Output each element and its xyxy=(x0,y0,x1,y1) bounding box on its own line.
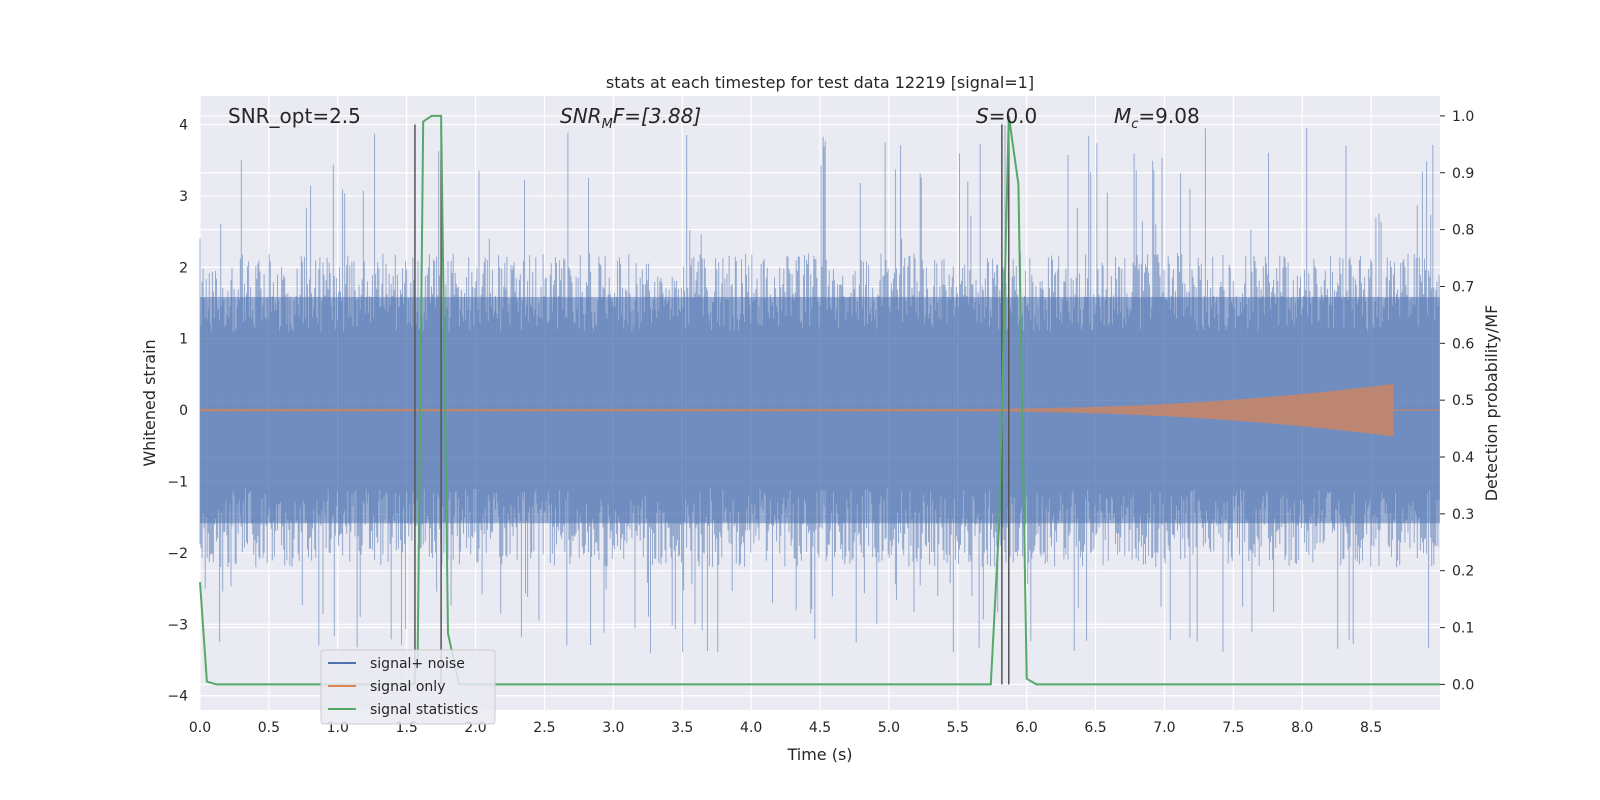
signal-chirp xyxy=(199,383,1394,437)
x-tick-8: 4.0 xyxy=(740,720,762,736)
annotation-s-symbol: S xyxy=(976,104,989,128)
x-tick-9: 4.5 xyxy=(809,720,831,736)
annotation-snr-mf-symbol: SNR xyxy=(560,104,602,128)
annotation-snr-opt: SNR_opt=2.5 xyxy=(228,104,361,128)
y-tick-left-3: −1 xyxy=(167,475,188,491)
y-tick-right-3: 0.3 xyxy=(1452,507,1474,523)
y-tick-right-7: 0.7 xyxy=(1452,279,1474,295)
annotation-mc-symbol: M xyxy=(1114,104,1131,128)
annotation-snr-mf-subscript: M xyxy=(602,117,613,132)
series-signal-only xyxy=(199,383,1440,437)
x-tick-16: 8.0 xyxy=(1291,720,1313,736)
y-tick-right-4: 0.4 xyxy=(1452,450,1474,466)
x-tick-5: 2.5 xyxy=(533,720,555,736)
legend-label-signal-only: signal only xyxy=(370,679,445,695)
legend: signal+ noise signal only signal statist… xyxy=(320,649,496,725)
y-tick-left-2: −2 xyxy=(167,546,188,562)
x-tick-1: 0.5 xyxy=(258,720,280,736)
x-tick-14: 7.0 xyxy=(1153,720,1175,736)
annotation-snr-mf: SNRMF=[3.88] xyxy=(560,104,701,132)
y-tick-labels-left: −4 −3 −2 −1 0 1 2 3 4 xyxy=(167,118,188,705)
y-tick-left-5: 1 xyxy=(179,332,188,348)
y-tick-labels-right: 0.0 0.1 0.2 0.3 0.4 0.5 0.6 0.7 0.8 0.9 1.0 xyxy=(1440,109,1474,693)
y-tick-left-7: 3 xyxy=(179,189,188,205)
annotation-snr-mf-value: F=[3.88] xyxy=(613,104,701,128)
y-axis-label-left: Whitened strain xyxy=(140,339,159,466)
annotation-s-value: =0.0 xyxy=(989,104,1038,128)
y-tick-right-9: 0.9 xyxy=(1452,166,1474,182)
legend-label-signal-statistics: signal statistics xyxy=(370,702,478,718)
x-tick-6: 3.0 xyxy=(602,720,624,736)
legend-box xyxy=(320,649,496,725)
chart-title: stats at each timestep for test data 122… xyxy=(606,73,1034,92)
annotation-mc-value: =9.08 xyxy=(1138,104,1199,128)
y-tick-left-4: 0 xyxy=(179,403,188,419)
annotation-mc: Mc=9.08 xyxy=(1114,104,1200,132)
y-tick-right-8: 0.8 xyxy=(1452,223,1474,239)
y-tick-right-0: 0.0 xyxy=(1452,677,1474,693)
y-tick-left-1: −3 xyxy=(167,617,188,633)
annotation-mc-subscript: c xyxy=(1131,117,1138,132)
x-tick-11: 5.5 xyxy=(947,720,969,736)
y-tick-right-6: 0.6 xyxy=(1452,336,1474,352)
x-tick-12: 6.0 xyxy=(1016,720,1038,736)
x-tick-7: 3.5 xyxy=(671,720,693,736)
y-tick-right-1: 0.1 xyxy=(1452,621,1474,637)
y-tick-left-8: 4 xyxy=(179,118,188,134)
y-tick-left-6: 2 xyxy=(179,260,188,276)
y-tick-right-10: 1.0 xyxy=(1452,109,1474,125)
y-tick-right-2: 0.2 xyxy=(1452,564,1474,580)
x-tick-13: 6.5 xyxy=(1084,720,1106,736)
annotation-s: S=0.0 xyxy=(976,104,1037,128)
x-tick-0: 0.0 xyxy=(189,720,211,736)
y-axis-label-right: Detection probability/MF xyxy=(1482,305,1501,502)
y-tick-right-5: 0.5 xyxy=(1452,393,1474,409)
x-tick-10: 5.0 xyxy=(878,720,900,736)
x-tick-15: 7.5 xyxy=(1222,720,1244,736)
y-tick-left-0: −4 xyxy=(167,689,188,705)
legend-label-signal-noise: signal+ noise xyxy=(370,656,465,672)
x-axis-label: Time (s) xyxy=(786,745,852,764)
x-tick-17: 8.5 xyxy=(1360,720,1382,736)
